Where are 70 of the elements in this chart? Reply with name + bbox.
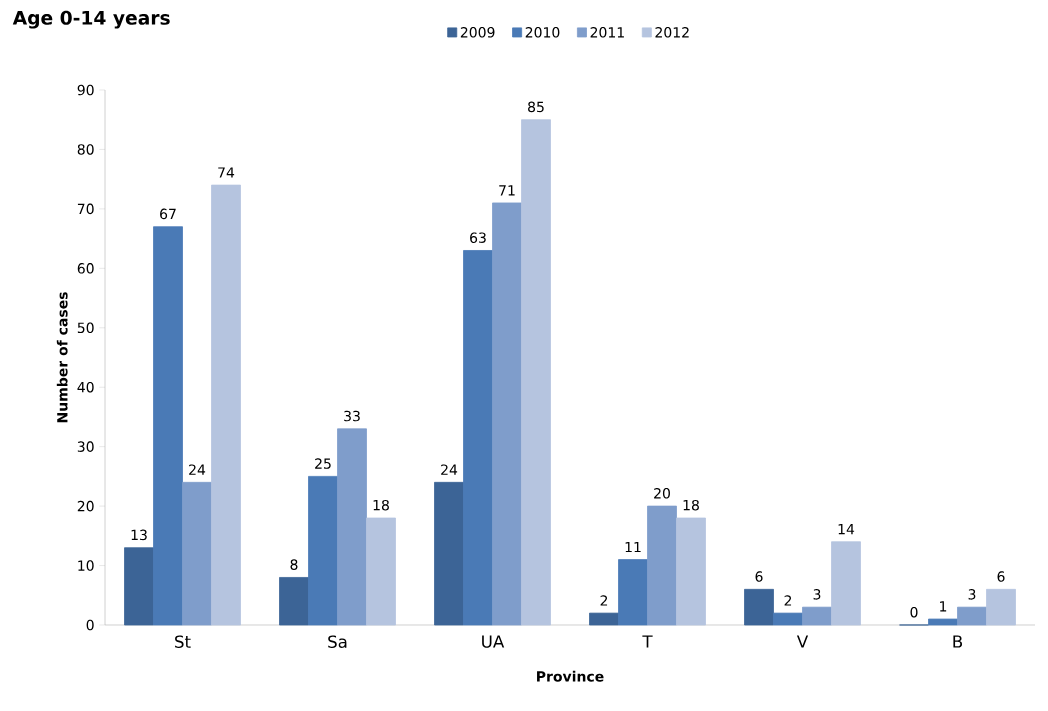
bar <box>773 612 803 626</box>
bar <box>928 618 958 626</box>
data-label: 3 <box>968 589 976 600</box>
legend-label: 2009 <box>460 27 495 38</box>
data-label: 8 <box>290 559 298 570</box>
bar <box>618 559 648 626</box>
data-label: 6 <box>755 571 763 582</box>
data-label: 71 <box>499 185 515 196</box>
data-label: 13 <box>131 529 147 541</box>
bar <box>211 184 241 626</box>
y-tick-label: 90 <box>77 84 94 96</box>
bar <box>957 606 987 626</box>
bar <box>308 475 338 626</box>
y-tick-label: 60 <box>77 263 94 274</box>
bar <box>802 606 832 626</box>
data-label: 67 <box>160 208 176 220</box>
y-tick-label: 40 <box>77 381 94 393</box>
data-label: 74 <box>218 167 235 178</box>
data-label: 2 <box>600 595 608 606</box>
y-tick-label: 0 <box>86 619 94 631</box>
y-tick-label: 80 <box>77 144 94 155</box>
bar <box>124 547 154 626</box>
data-label: 18 <box>683 499 699 511</box>
data-label: 6 <box>997 571 1005 582</box>
bar <box>182 481 212 626</box>
x-tick-label: St <box>175 635 191 648</box>
legend-label: 2012 <box>655 27 689 38</box>
x-tick-label: V <box>796 635 809 648</box>
data-label: 85 <box>528 101 544 113</box>
data-label: 24 <box>441 464 458 475</box>
data-label: 1 <box>940 601 947 612</box>
bar <box>279 577 309 626</box>
x-tick-label: T <box>642 635 653 648</box>
bar <box>366 517 396 626</box>
x-axis-title: Province <box>537 670 604 682</box>
bar <box>589 612 619 626</box>
bar <box>492 202 522 626</box>
data-label: 20 <box>654 488 670 499</box>
data-label: 33 <box>344 410 360 422</box>
data-label: 0 <box>910 606 918 618</box>
y-tick-label: 30 <box>77 441 94 452</box>
bar <box>647 505 677 626</box>
data-label: 11 <box>625 541 641 553</box>
data-label: 3 <box>813 589 821 600</box>
y-tick-label: 50 <box>77 322 94 334</box>
bar <box>521 119 551 626</box>
y-axis-title: Number of cases <box>56 292 68 423</box>
bar <box>337 428 367 626</box>
y-tick-label: 20 <box>77 500 94 512</box>
bar <box>434 481 464 626</box>
y-tick-label: 10 <box>78 560 94 571</box>
data-label: 14 <box>838 524 855 535</box>
x-tick-label: B <box>953 635 963 648</box>
data-label: 63 <box>470 232 486 243</box>
y-tick-label: 70 <box>77 203 94 215</box>
bar <box>676 517 706 626</box>
data-label: 18 <box>373 499 389 511</box>
bar <box>153 226 183 626</box>
chart-title: Age 0-14 years <box>12 10 170 29</box>
x-tick-label: UA <box>482 635 505 648</box>
data-label: 24 <box>189 464 206 475</box>
x-tick-label: Sa <box>328 635 347 648</box>
data-label: 2 <box>784 595 792 606</box>
bar <box>986 588 1016 626</box>
data-label: 25 <box>315 458 331 469</box>
bar <box>463 250 493 626</box>
bar <box>744 588 774 626</box>
bar <box>831 541 861 626</box>
legend-label: 2011 <box>590 27 624 38</box>
legend-label: 2010 <box>525 27 560 38</box>
